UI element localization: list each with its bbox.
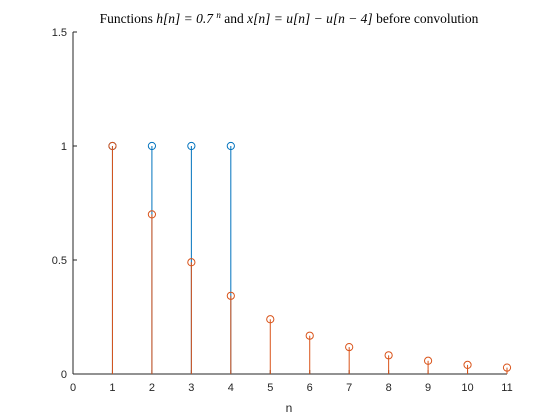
x-tick-label: 5 [267,382,273,394]
stem-marker-series-2 [305,331,314,340]
axes: 0 1 2 3 4 5 6 7 8 9 10 11 0 0.5 1 1.5 [52,27,513,394]
x-tick-label: 3 [188,382,194,394]
x-tick-label: 4 [228,382,234,394]
x-tick-label: 8 [386,382,392,394]
title-suffix: before convolution [376,11,479,26]
markers [108,141,512,372]
x-tick-label: 9 [425,382,431,394]
x-tick-label: 11 [501,382,512,394]
x-tick-label: 2 [149,382,155,394]
stem-marker-series-2 [502,363,512,372]
title-prefix: Functions [100,11,157,26]
stem-marker-series-2 [384,351,393,360]
x-tick-label: 7 [346,382,352,394]
x-axis-label: n [286,401,293,415]
stem-marker-series-2 [345,342,354,352]
stem-marker-series-2 [266,315,275,324]
y-tick-label: 0.5 [52,255,67,267]
stem-marker-series-2 [226,291,235,300]
stem-marker-series-2 [108,141,117,151]
y-tick-label: 0 [61,369,67,381]
stem-marker-series-2 [423,356,433,365]
title-middle: and [224,11,247,26]
x-tick-label: 1 [109,382,115,394]
title-x-expression: x[n] = u[n] − u[n − 4] [246,11,373,26]
title-h-exponent: n [216,10,221,20]
chart-title: Functions h[n] = 0.7 n and x[n] = u[n] −… [100,6,479,26]
stem-marker-series-2 [187,258,196,267]
x-tick-label: 10 [461,382,473,394]
x-tick-label: 6 [307,382,313,394]
stems [111,146,508,374]
stem-marker-series-2 [147,210,157,219]
stem-marker-series-1 [226,141,235,151]
stem-marker-series-1 [187,141,196,151]
stem-marker-series-2 [463,360,472,369]
title-h-expression: h[n] = 0.7 [156,11,214,26]
y-tick-label: 1.5 [52,27,67,39]
y-tick-label: 1 [61,141,67,153]
x-tick-label: 0 [70,382,76,394]
stem-marker-series-1 [147,141,157,151]
